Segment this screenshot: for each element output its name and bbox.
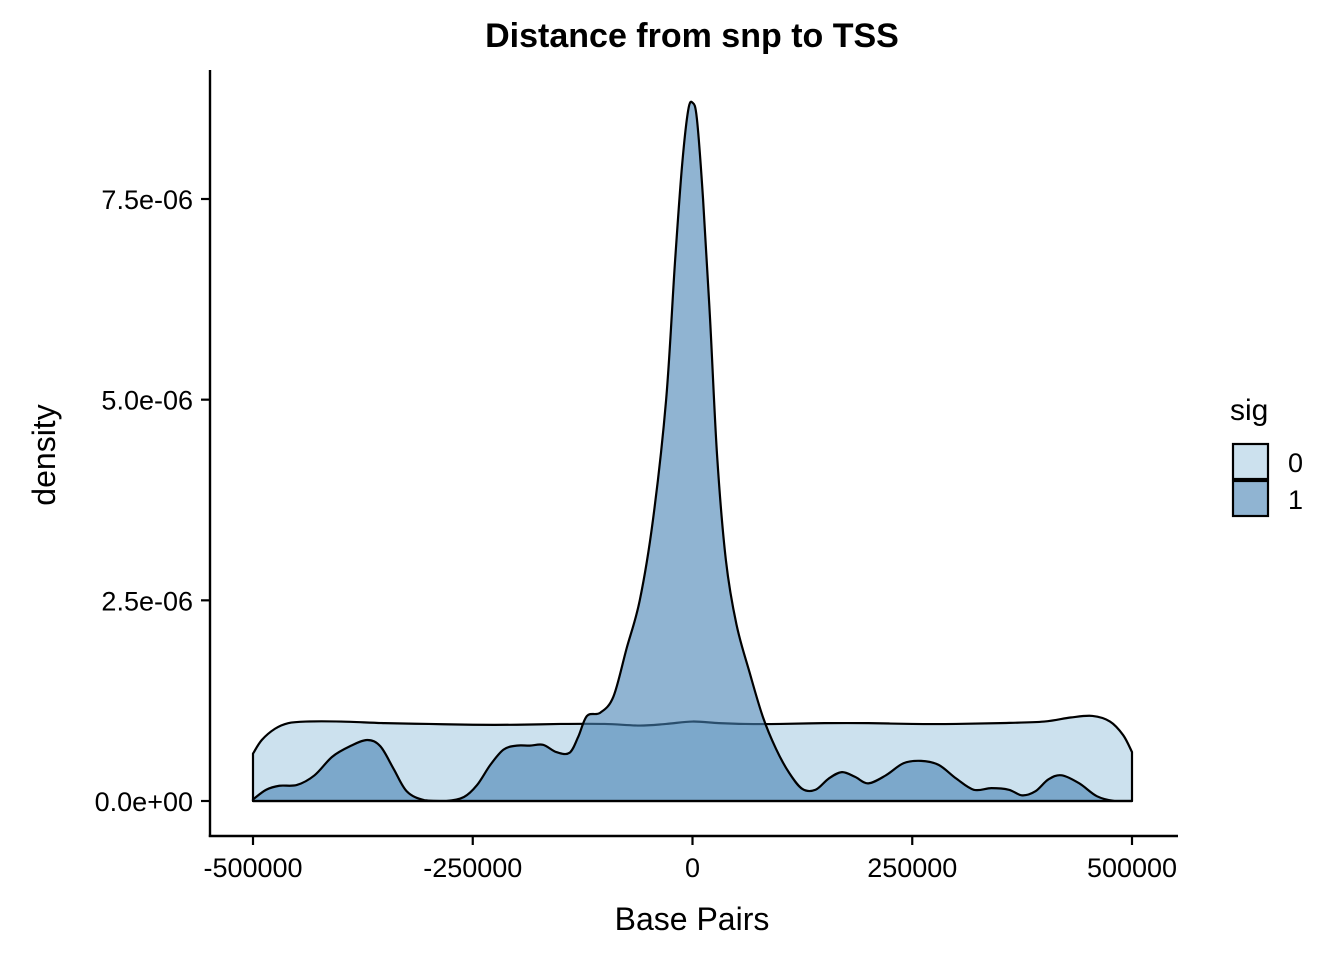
y-tick-label: 2.5e-06 bbox=[101, 586, 193, 616]
chart-title: Distance from snp to TSS bbox=[485, 17, 899, 55]
x-tick-label: 250000 bbox=[867, 853, 957, 883]
y-ticks: 0.0e+00 2.5e-06 5.0e-06 7.5e-06 bbox=[95, 185, 210, 817]
y-tick-label: 0.0e+00 bbox=[95, 787, 193, 817]
x-tick-label: -500000 bbox=[203, 853, 302, 883]
y-tick-label: 5.0e-06 bbox=[101, 386, 193, 416]
series-layer bbox=[251, 100, 1134, 803]
legend-swatch-sig-1 bbox=[1231, 479, 1270, 518]
legend-swatch-sig-0 bbox=[1231, 442, 1270, 481]
legend-title: sig bbox=[1230, 394, 1268, 427]
legend-items: 01 bbox=[1231, 442, 1303, 518]
x-tick-label: -250000 bbox=[423, 853, 522, 883]
x-tick-label: 0 bbox=[685, 853, 700, 883]
legend-label-sig-1: 1 bbox=[1288, 485, 1303, 515]
x-ticks: -500000 -250000 0 250000 500000 bbox=[203, 836, 1177, 883]
x-tick-label: 500000 bbox=[1087, 853, 1177, 883]
x-axis-label: Base Pairs bbox=[615, 901, 770, 937]
legend-label-sig-0: 0 bbox=[1288, 448, 1303, 478]
legend: sig 01 bbox=[1230, 394, 1303, 518]
y-axis-label: density bbox=[26, 404, 62, 505]
density-area-sig-1 bbox=[251, 100, 1134, 803]
y-tick-label: 7.5e-06 bbox=[101, 185, 193, 215]
